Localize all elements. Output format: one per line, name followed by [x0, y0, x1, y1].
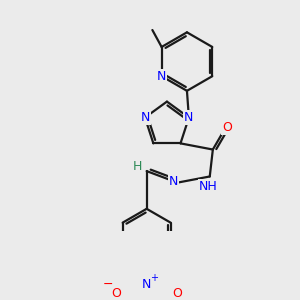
Text: N: N	[140, 111, 150, 124]
Text: H: H	[133, 160, 142, 173]
Text: O: O	[222, 121, 232, 134]
Text: N: N	[157, 70, 166, 83]
Text: O: O	[111, 287, 121, 300]
Text: +: +	[150, 273, 158, 283]
Text: N: N	[169, 175, 178, 188]
Text: NH: NH	[199, 180, 218, 193]
Text: N: N	[184, 111, 194, 124]
Text: −: −	[103, 278, 113, 291]
Text: N: N	[142, 278, 151, 291]
Text: O: O	[172, 287, 182, 300]
